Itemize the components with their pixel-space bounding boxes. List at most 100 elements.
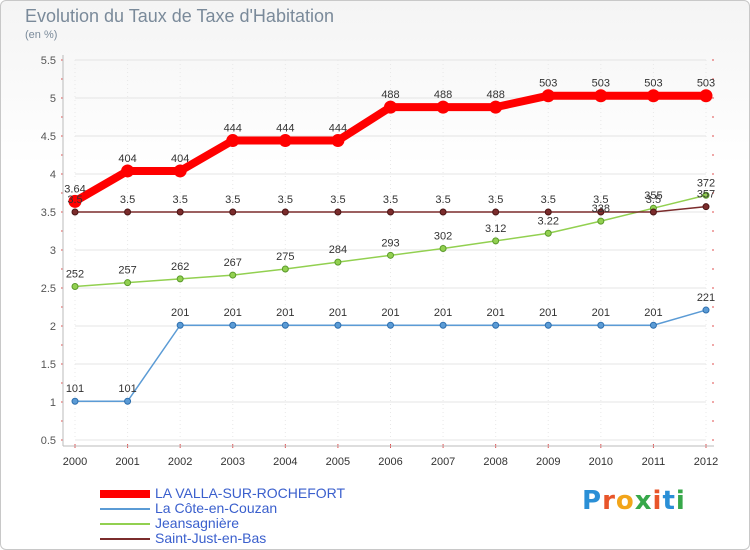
legend-label: LA VALLA-SUR-ROCHEFORT bbox=[155, 485, 346, 501]
data-point bbox=[544, 229, 552, 237]
data-label: 357 bbox=[697, 189, 715, 201]
data-point bbox=[226, 134, 240, 148]
data-label: 3.5 bbox=[488, 194, 503, 206]
x-tick-label: 2008 bbox=[483, 456, 507, 468]
data-point bbox=[597, 217, 605, 225]
x-tick-label: 2001 bbox=[115, 456, 139, 468]
data-point bbox=[439, 208, 447, 216]
brand-logo: Proxiti bbox=[582, 486, 686, 516]
data-point bbox=[124, 397, 132, 405]
data-point bbox=[281, 265, 289, 273]
data-label: 3.5 bbox=[593, 194, 608, 206]
data-point bbox=[544, 321, 552, 329]
data-point bbox=[387, 321, 394, 329]
data-point bbox=[387, 208, 394, 216]
data-point bbox=[702, 191, 710, 199]
data-label: 3.5 bbox=[67, 194, 82, 206]
data-point bbox=[489, 100, 503, 114]
data-point bbox=[439, 244, 447, 252]
x-tick-label: 2012 bbox=[694, 456, 718, 468]
x-tick-label: 2009 bbox=[536, 456, 560, 468]
x-tick-label: 2000 bbox=[63, 456, 87, 468]
data-point bbox=[278, 134, 292, 148]
series-layer bbox=[68, 89, 713, 405]
data-label: 488 bbox=[486, 89, 504, 101]
data-point bbox=[436, 100, 450, 114]
legend-swatch bbox=[100, 523, 150, 525]
data-label: 201 bbox=[171, 307, 189, 319]
data-label: 3.5 bbox=[330, 194, 345, 206]
legend-swatch bbox=[100, 538, 150, 540]
data-point bbox=[176, 275, 184, 283]
data-point bbox=[646, 89, 660, 103]
data-label: 267 bbox=[224, 257, 242, 269]
data-point bbox=[71, 208, 79, 216]
y-tick-label: 4 bbox=[50, 169, 56, 181]
x-tick-label: 2010 bbox=[589, 456, 613, 468]
y-tick-label: 5 bbox=[50, 93, 56, 105]
data-label: 257 bbox=[118, 265, 136, 277]
legend-label: Saint-Just-en-Bas bbox=[155, 530, 267, 546]
data-label: 284 bbox=[329, 244, 347, 256]
axes-layer: 0.5 1 1.5 2 2.5 3 3.5 4 4.5 5 5.5 2000 2001 2002 2003 2… bbox=[41, 55, 718, 468]
data-label: 293 bbox=[381, 237, 399, 249]
legend-label: La Côte-en-Couzan bbox=[155, 500, 278, 516]
data-label: 3.5 bbox=[278, 194, 293, 206]
data-point bbox=[492, 237, 500, 245]
legend-label: Jeansagnière bbox=[155, 515, 240, 531]
y-tick-label: 3 bbox=[50, 245, 56, 257]
data-point bbox=[229, 321, 237, 329]
data-label: 262 bbox=[171, 261, 189, 273]
data-point bbox=[229, 208, 237, 216]
data-point bbox=[597, 321, 605, 329]
data-label: 355 bbox=[644, 190, 662, 202]
data-point bbox=[492, 208, 500, 216]
brand-letter: P bbox=[582, 486, 603, 516]
data-label: 3.12 bbox=[485, 223, 506, 235]
data-label: 3.5 bbox=[541, 194, 556, 206]
data-point bbox=[281, 208, 289, 216]
data-label: 201 bbox=[539, 307, 557, 319]
data-label: 275 bbox=[276, 251, 294, 263]
x-tick-label: 2007 bbox=[431, 456, 455, 468]
data-point bbox=[124, 279, 132, 287]
data-point bbox=[597, 208, 605, 216]
legend-swatch bbox=[100, 508, 150, 510]
x-tick-label: 2005 bbox=[326, 456, 350, 468]
data-point bbox=[649, 321, 657, 329]
data-label: 3.5 bbox=[120, 194, 135, 206]
data-label: 3.5 bbox=[646, 194, 661, 206]
chart-title: Evolution du Taux de Taxe d'Habitation bbox=[25, 6, 334, 26]
data-label: 201 bbox=[644, 307, 662, 319]
data-point bbox=[702, 203, 710, 211]
y-tick-label: 2.5 bbox=[41, 283, 56, 295]
data-label: 503 bbox=[539, 78, 557, 90]
y-tick-label: 5.5 bbox=[41, 55, 56, 67]
data-point bbox=[331, 134, 345, 148]
y-tick-label: 1.5 bbox=[41, 359, 56, 371]
data-label: 404 bbox=[118, 153, 136, 165]
data-point bbox=[334, 208, 342, 216]
data-label: 252 bbox=[66, 268, 84, 280]
data-label: 201 bbox=[381, 307, 399, 319]
data-point bbox=[121, 164, 135, 178]
brand-letter: i bbox=[652, 486, 663, 516]
data-label: 201 bbox=[224, 307, 242, 319]
data-label: 201 bbox=[592, 307, 610, 319]
data-label: 444 bbox=[276, 123, 294, 135]
data-label: 338 bbox=[592, 203, 610, 215]
y-tick-label: 0.5 bbox=[41, 435, 56, 447]
legend-swatch bbox=[100, 490, 150, 498]
data-point bbox=[439, 321, 447, 329]
data-label: 444 bbox=[224, 123, 242, 135]
data-point bbox=[124, 208, 132, 216]
data-point bbox=[699, 89, 713, 103]
data-label: 404 bbox=[171, 153, 189, 165]
data-label: 221 bbox=[697, 292, 715, 304]
data-label: 3.5 bbox=[225, 194, 240, 206]
brand-letter: i bbox=[675, 486, 686, 516]
x-tick-label: 2003 bbox=[221, 456, 245, 468]
data-point bbox=[176, 321, 184, 329]
x-tick-label: 2006 bbox=[378, 456, 402, 468]
data-label: 3.5 bbox=[173, 194, 188, 206]
